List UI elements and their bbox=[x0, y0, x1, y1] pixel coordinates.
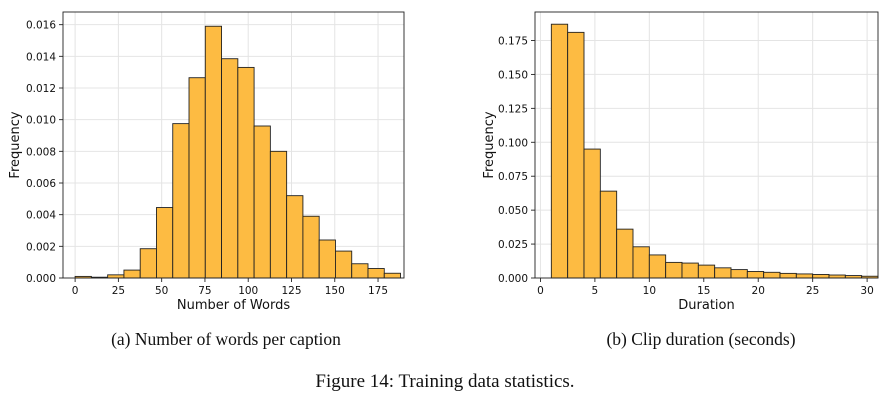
y-tick-label: 0.050 bbox=[498, 205, 528, 217]
histogram-bar bbox=[351, 263, 369, 279]
x-tick-label: 15 bbox=[697, 285, 710, 297]
x-tick-label: 75 bbox=[198, 285, 211, 297]
x-tick-label: 0 bbox=[537, 285, 544, 297]
y-tick-label: 0.125 bbox=[498, 103, 528, 115]
x-tick-label: 10 bbox=[643, 285, 656, 297]
x-tick-label: 25 bbox=[806, 285, 819, 297]
histogram-bar bbox=[107, 274, 125, 279]
chart-clip-duration: 0 5 10 15 20 25 30 0.000 0.025 0.050 0.075 0.100 0.1… bbox=[482, 11, 879, 313]
plot-frame bbox=[62, 11, 405, 279]
histogram-bar bbox=[632, 246, 650, 279]
x-tick-label: 30 bbox=[860, 285, 873, 297]
x-axis-label: Number of Words bbox=[177, 298, 290, 313]
y-tick-label: 0.100 bbox=[498, 137, 528, 149]
histogram-bar bbox=[269, 150, 288, 279]
y-tick-label: 0.010 bbox=[26, 115, 56, 127]
histogram-bar bbox=[616, 228, 634, 279]
histogram-bar bbox=[779, 272, 797, 279]
histogram-bar bbox=[156, 207, 174, 279]
x-tick-label: 100 bbox=[238, 285, 258, 297]
histogram-bar bbox=[812, 274, 830, 279]
histogram-bar bbox=[237, 66, 255, 279]
x-tick-label: 125 bbox=[281, 285, 301, 297]
histogram-bar bbox=[383, 272, 401, 279]
histogram-bar bbox=[550, 23, 569, 279]
histogram-bar bbox=[172, 123, 190, 279]
histogram-bar bbox=[665, 261, 683, 279]
figure-caption: Figure 14: Training data statistics. bbox=[315, 371, 574, 392]
y-tick-label: 0.150 bbox=[498, 69, 528, 81]
x-axis-label: Duration bbox=[678, 298, 734, 313]
histogram-bar bbox=[221, 58, 239, 279]
chart-word-count: 0 25 50 75 100 125 150 175 0.000 0.002 0.004 0.006 0… bbox=[8, 11, 405, 313]
x-tick-label: 20 bbox=[752, 285, 765, 297]
histogram-bar bbox=[583, 148, 601, 279]
subcaption-a: (a) Number of words per caption bbox=[111, 329, 341, 349]
histogram-bar bbox=[302, 215, 320, 279]
histogram-bar bbox=[123, 269, 141, 279]
histogram-bar bbox=[286, 195, 304, 279]
y-tick-label: 0.016 bbox=[26, 20, 56, 32]
y-tick-label: 0.014 bbox=[26, 51, 56, 63]
y-tick-label: 0.175 bbox=[498, 36, 528, 48]
x-tick-label: 175 bbox=[368, 285, 388, 297]
histogram-bar bbox=[714, 267, 732, 279]
y-axis-label: Frequency bbox=[8, 111, 23, 178]
y-axis-label: Frequency bbox=[482, 111, 497, 178]
histogram-bar bbox=[681, 262, 699, 279]
histogram-bar bbox=[188, 77, 206, 279]
histogram-bar bbox=[648, 254, 667, 279]
histogram-bar bbox=[567, 31, 585, 279]
x-tick-label: 50 bbox=[155, 285, 168, 297]
y-tick-label: 0.012 bbox=[26, 83, 56, 95]
x-tick-label: 150 bbox=[325, 285, 345, 297]
y-tick-label: 0.002 bbox=[26, 241, 56, 253]
histogram-bar bbox=[763, 271, 781, 279]
y-tick-label: 0.006 bbox=[26, 178, 56, 190]
histogram-bar bbox=[599, 190, 618, 279]
y-tick-label: 0.075 bbox=[498, 171, 528, 183]
subcaption-b: (b) Clip duration (seconds) bbox=[606, 329, 795, 349]
histogram-bar bbox=[697, 264, 716, 279]
histogram-bar bbox=[730, 269, 748, 279]
y-tick-label: 0.000 bbox=[498, 273, 528, 285]
histogram-bar bbox=[795, 273, 814, 279]
y-tick-label: 0.025 bbox=[498, 239, 528, 251]
histogram-bar bbox=[335, 250, 353, 279]
plot-frame bbox=[534, 11, 879, 279]
y-tick-label: 0.000 bbox=[26, 273, 56, 285]
histogram-bar bbox=[139, 248, 157, 279]
x-tick-label: 5 bbox=[592, 285, 599, 297]
y-tick-label: 0.008 bbox=[26, 146, 56, 158]
histogram-bar bbox=[204, 25, 223, 279]
histogram-bar bbox=[318, 239, 336, 279]
y-tick-label: 0.004 bbox=[26, 210, 56, 222]
x-tick-label: 0 bbox=[72, 285, 79, 297]
histogram-bar bbox=[746, 271, 765, 279]
x-tick-label: 25 bbox=[112, 285, 125, 297]
histogram-bar bbox=[253, 125, 271, 279]
histogram-bar bbox=[367, 268, 385, 279]
